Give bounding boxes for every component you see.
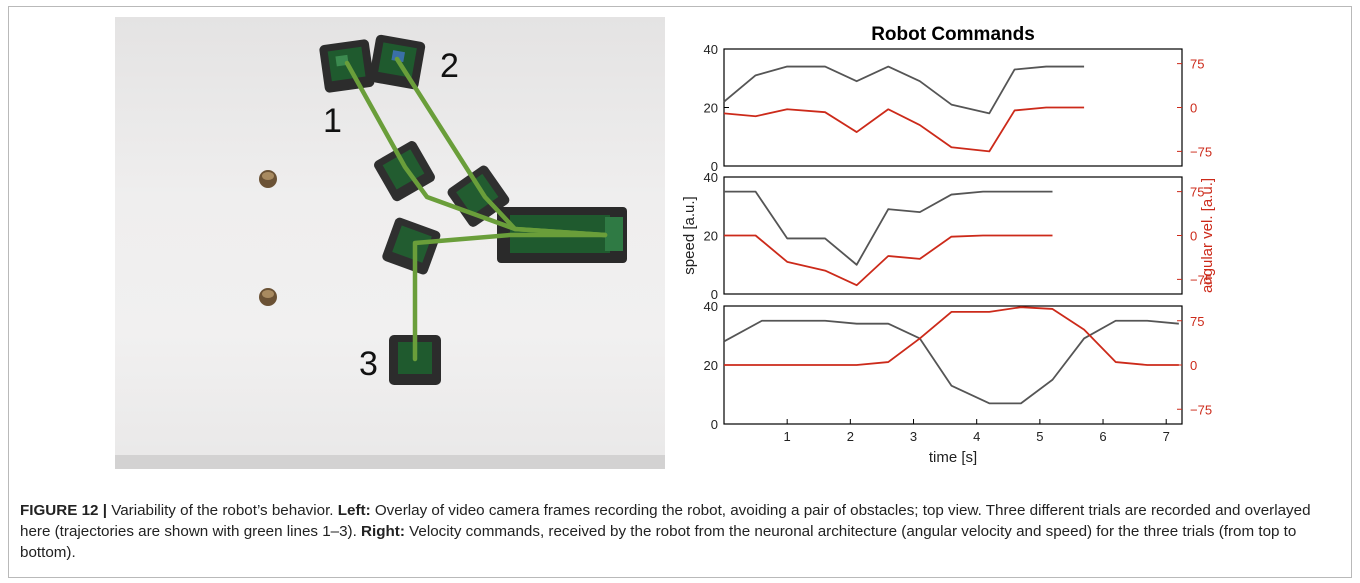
panel-1-right-tick-label: 0 — [1190, 101, 1197, 116]
panel-2-left-tick-label: 40 — [704, 170, 718, 185]
trajectories — [344, 56, 608, 362]
photo-scene: 1 2 3 — [115, 34, 665, 469]
panel-3-right-tick-label: 75 — [1190, 314, 1204, 329]
panel-2-right-tick-label: 75 — [1190, 185, 1204, 200]
caption-label: FIGURE 12 | — [20, 502, 107, 519]
trajectory-3 — [412, 232, 608, 362]
x-tick-label: 1 — [784, 429, 791, 444]
y-axis-label-left: speed [a.u.] — [681, 196, 698, 274]
x-tick-label: 3 — [910, 429, 917, 444]
chart-title: Robot Commands — [871, 24, 1035, 45]
panel-2-left-tick-label: 20 — [704, 229, 718, 244]
obstacle-1 — [259, 170, 277, 188]
trajectory-label-2: 2 — [440, 47, 459, 85]
x-tick-label: 2 — [847, 429, 854, 444]
trajectory-label-1: 1 — [323, 102, 342, 140]
robot-commands-chart: Robot Commands 0 20 40 75 0 −75 0 20 40 75 0 −75 0 20 4… — [672, 14, 1220, 474]
obstacle-2 — [259, 288, 277, 306]
x-tick-label: 5 — [1036, 429, 1043, 444]
figure-caption: FIGURE 12 | Variability of the robot’s b… — [20, 500, 1340, 563]
panel-2-left-tick-label: 0 — [711, 287, 718, 302]
caption-left-label: Left: — [337, 502, 371, 519]
chart-svg: Robot Commands02040750−7502040750−750204… — [681, 24, 1216, 466]
panel-2-series-angular-line — [724, 234, 1053, 287]
caption-text-1: Variability of the robot’s behavior. — [106, 502, 338, 519]
panel-2-series-speed-line — [724, 190, 1053, 266]
panel-3-series-speed-line — [723, 319, 1179, 405]
caption-text-2: Overlay of video camera frames recording… — [20, 502, 1311, 540]
x-tick-label: 7 — [1163, 429, 1170, 444]
panel-1-left-tick-label: 0 — [711, 159, 718, 174]
panel-3-left-tick-label: 20 — [704, 358, 718, 373]
robot-overlay-photo: 1 2 3 — [115, 17, 665, 469]
caption-right-label: Right: — [361, 523, 405, 540]
x-tick-label: 6 — [1099, 429, 1106, 444]
panel-3-series-angular-line — [724, 306, 1179, 366]
panel-1-series-angular-line — [723, 106, 1085, 153]
x-axis-label: time [s] — [929, 449, 977, 466]
panel-2-right-tick-label: 0 — [1190, 229, 1197, 244]
x-tick-label: 4 — [973, 429, 980, 444]
panel-1-right-tick-label: 75 — [1190, 57, 1204, 72]
trajectory-label-3: 3 — [359, 345, 378, 383]
panel-1-series-speed-line — [723, 65, 1085, 115]
trajectory-2 — [394, 56, 608, 238]
robot-mid-3 — [382, 217, 441, 275]
panel-1-left-tick-label: 20 — [704, 101, 718, 116]
panel-3-right-tick-label: 0 — [1190, 358, 1197, 373]
caption-text-3: Velocity commands, received by the robot… — [20, 523, 1297, 561]
panel-3-left-tick-label: 40 — [704, 299, 718, 314]
panel-1-right-tick-label: −75 — [1190, 144, 1212, 159]
panel-1-left-tick-label: 40 — [704, 42, 718, 57]
panel-2-right-tick-label: −75 — [1190, 272, 1212, 287]
y-axis-label-right: angular vel. [a.u.] — [1199, 178, 1216, 293]
floor-edge — [115, 455, 665, 469]
panel-3-left-tick-label: 0 — [711, 417, 718, 432]
panel-3-right-tick-label: −75 — [1190, 402, 1212, 417]
